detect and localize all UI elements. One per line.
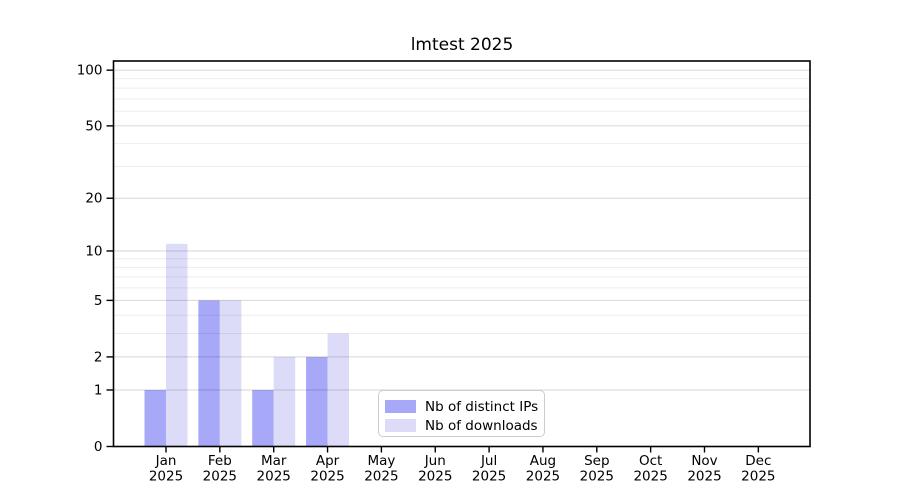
x-tick-label: Feb 2025 xyxy=(203,453,237,485)
y-tick-label: 5 xyxy=(94,293,103,309)
y-tick-label: 2 xyxy=(94,349,103,365)
x-tick-label: Sep 2025 xyxy=(580,453,614,485)
bar-downloads-Feb xyxy=(219,300,242,447)
y-tick-label: 50 xyxy=(85,118,102,134)
x-tick-label: Jan 2025 xyxy=(149,453,183,485)
y-tick-label: 10 xyxy=(85,243,102,259)
x-tick-label: Aug 2025 xyxy=(526,453,560,485)
y-tick-label: 1 xyxy=(94,382,103,398)
bar-distinct-ips-Apr xyxy=(306,356,328,447)
bar-distinct-ips-Mar xyxy=(252,389,274,447)
x-tick-label: May 2025 xyxy=(364,453,398,485)
legend-item-distinct-ips: Nb of distinct IPs xyxy=(385,397,544,416)
legend-label-distinct-ips: Nb of distinct IPs xyxy=(425,398,539,415)
y-tick-label: 100 xyxy=(77,63,103,79)
x-tick-label: Oct 2025 xyxy=(633,453,667,485)
x-tick-label: Nov 2025 xyxy=(687,453,721,485)
plot-frame xyxy=(112,60,811,448)
chart-title: lmtest 2025 xyxy=(410,35,514,55)
bar-distinct-ips-Jan xyxy=(144,389,166,447)
legend-label-downloads: Nb of downloads xyxy=(425,417,538,434)
legend-item-downloads: Nb of downloads xyxy=(385,416,544,435)
x-tick-label: Apr 2025 xyxy=(310,453,344,485)
bar-downloads-Mar xyxy=(273,356,296,447)
bar-distinct-ips-Feb xyxy=(198,300,220,447)
y-tick-label: 20 xyxy=(85,191,102,207)
bar-downloads-Jan xyxy=(166,243,188,447)
legend: Nb of distinct IPs Nb of downloads xyxy=(378,390,545,437)
x-tick-label: Mar 2025 xyxy=(257,453,291,485)
x-tick-label: Jul 2025 xyxy=(472,453,506,485)
y-tick-label: 0 xyxy=(94,439,103,455)
legend-swatch-distinct-ips-icon xyxy=(385,400,416,413)
legend-swatch-downloads-icon xyxy=(385,419,416,432)
bar-downloads-Apr xyxy=(327,333,350,447)
x-tick-label: Jun 2025 xyxy=(418,453,452,485)
x-tick-label: Dec 2025 xyxy=(741,453,775,485)
